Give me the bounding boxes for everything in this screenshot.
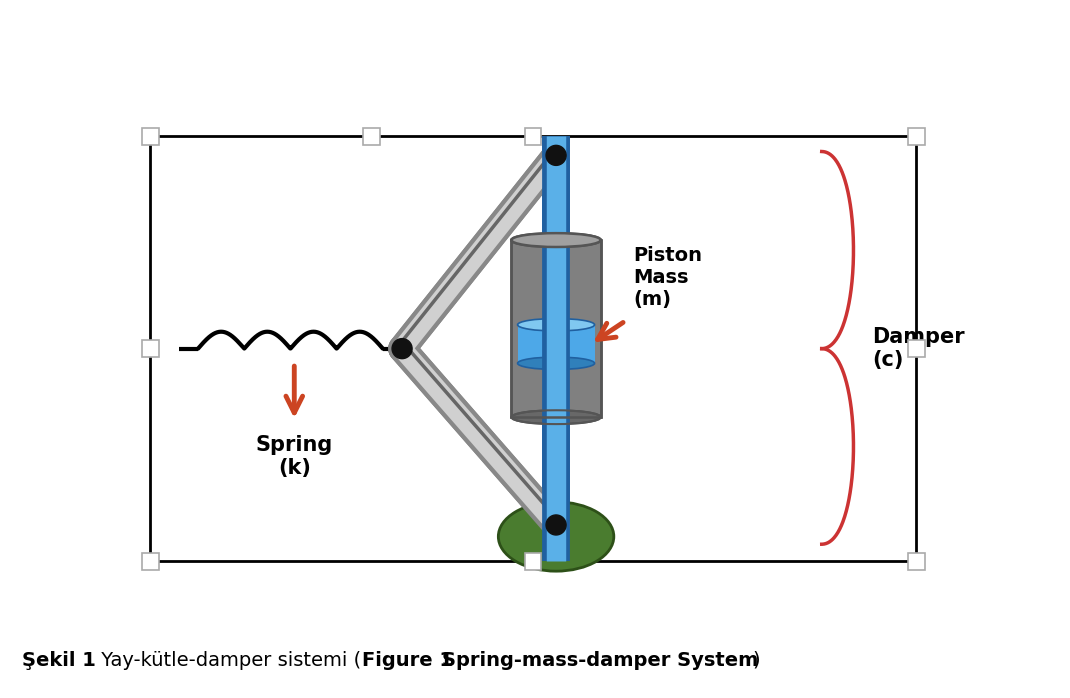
Bar	[908, 128, 924, 144]
Bar	[524, 553, 541, 570]
Text: Spring
(k): Spring (k)	[256, 435, 333, 478]
Ellipse shape	[511, 233, 600, 247]
Text: Figure 1: Figure 1	[362, 651, 453, 669]
Bar	[511, 240, 600, 417]
Bar	[363, 128, 380, 144]
Text: Spring-mass-damper System: Spring-mass-damper System	[442, 651, 759, 669]
Bar	[142, 128, 158, 144]
Bar	[518, 325, 595, 363]
Circle shape	[392, 339, 412, 359]
Text: Yay-kütle-damper sistemi (: Yay-kütle-damper sistemi (	[95, 651, 362, 669]
Ellipse shape	[511, 233, 600, 247]
Bar	[524, 128, 541, 144]
Text: ): )	[752, 651, 760, 669]
Ellipse shape	[511, 410, 600, 424]
Circle shape	[546, 515, 566, 535]
Bar	[908, 553, 924, 570]
Bar	[142, 340, 158, 357]
Bar	[908, 340, 924, 357]
Text: Damper
(c): Damper (c)	[872, 327, 964, 370]
Ellipse shape	[499, 502, 614, 571]
Ellipse shape	[518, 357, 595, 369]
Bar	[142, 553, 158, 570]
Text: Şekil 1: Şekil 1	[22, 651, 96, 669]
Bar	[511, 240, 600, 417]
Circle shape	[546, 145, 566, 165]
Text: Piston
Mass
(m): Piston Mass (m)	[633, 246, 702, 309]
Bar	[150, 136, 916, 561]
Ellipse shape	[518, 318, 595, 331]
